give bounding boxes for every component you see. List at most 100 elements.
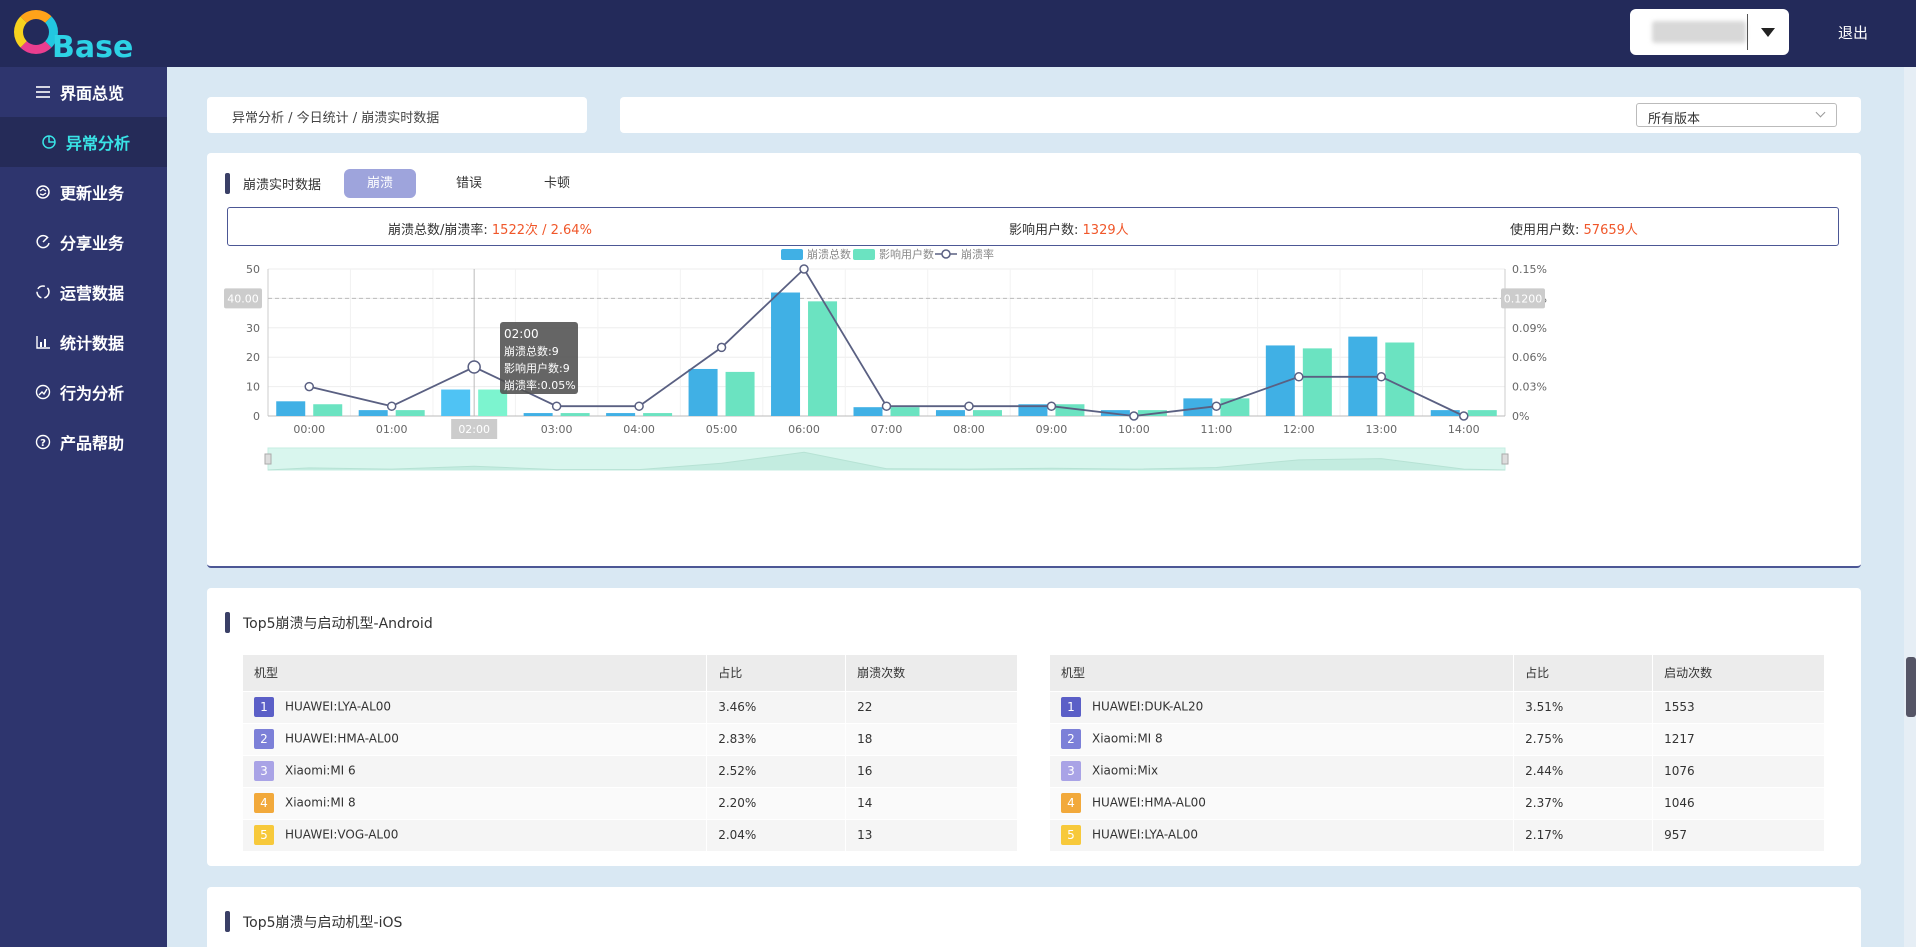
crash-chart[interactable]: 崩溃总数影响用户数崩溃率00%100.03%200.06%300.09%400.…: [207, 248, 1861, 578]
model-name: HUAWEI:HMA-AL00: [1092, 795, 1206, 810]
sidebar: 界面总览 异常分析 更新业务 分享业务 运营数据 统计数据 行为分析 ? 产品帮…: [0, 67, 167, 947]
tooltip-line: 崩溃率:0.05%: [504, 378, 576, 392]
count-cell: 1217: [1652, 722, 1825, 755]
rank-badge: 1: [1061, 697, 1081, 717]
model-cell: 1 HUAWEI:DUK-AL20: [1050, 690, 1515, 723]
table-header-model: 机型: [1050, 655, 1515, 691]
crash-rate-point: [1459, 411, 1469, 421]
count-cell: 22: [845, 690, 1018, 723]
table-header-crash-count: 崩溃次数: [845, 655, 1018, 691]
bar-chart-icon: [34, 334, 52, 350]
scrollbar-thumb[interactable]: [1906, 657, 1916, 717]
section-title: 崩溃实时数据: [243, 178, 322, 193]
crash-rate-point: [551, 401, 562, 411]
logo[interactable]: Base: [10, 6, 133, 65]
summary-users: 使用用户数: 57659人: [1510, 219, 1638, 238]
sidebar-item-overview[interactable]: 界面总览: [0, 67, 167, 117]
y-right-tick: 0%: [1512, 410, 1529, 423]
crash-rate-point: [386, 401, 397, 411]
y-left-tick: 50: [246, 263, 260, 276]
crash-rate-point: [799, 264, 809, 274]
crash-rate-point: [634, 401, 644, 411]
count-cell: 957: [1652, 818, 1825, 851]
table-row: 4 Xiaomi:MI 8 2.20% 14: [243, 786, 1018, 819]
summary-bar: 崩溃总数/崩溃率: 1522次 / 2.64% 影响用户数: 1329人 使用用…: [227, 207, 1839, 246]
sidebar-item-anomaly[interactable]: 异常分析: [0, 117, 167, 167]
sidebar-item-share[interactable]: 分享业务: [0, 217, 167, 267]
cycle-icon: [34, 284, 52, 300]
rank-badge: 2: [254, 729, 274, 749]
android-section-title: Top5崩溃与启动机型-Android: [243, 616, 433, 632]
count-cell: 1076: [1652, 754, 1825, 787]
x-tick: 03:00: [541, 423, 573, 436]
ratio-cell: 2.52%: [706, 754, 847, 787]
sidebar-item-update[interactable]: 更新业务: [0, 167, 167, 217]
pointer-label-left: 40.00: [227, 292, 259, 305]
bar-crash-total: [771, 292, 801, 416]
sidebar-item-behavior[interactable]: 行为分析: [0, 367, 167, 417]
logout-button[interactable]: 退出: [1838, 24, 1869, 42]
bar-affected-users: [1055, 404, 1085, 416]
refresh-icon: [34, 184, 52, 200]
rank-badge: 2: [1061, 729, 1081, 749]
crash-rate-point: [304, 381, 314, 392]
android-crash-table: 机型 占比 崩溃次数 1 HUAWEI:LYA-AL00 3.46% 22 2 HUAWE…: [243, 655, 1018, 851]
bar-affected-users: [395, 410, 425, 416]
sidebar-item-operations[interactable]: 运营数据: [0, 267, 167, 317]
model-cell: 4 Xiaomi:MI 8: [243, 786, 708, 819]
bar-affected-users: [478, 389, 508, 416]
sidebar-item-help[interactable]: ? 产品帮助: [0, 417, 167, 467]
bar-crash-total: [358, 410, 388, 416]
x-tick: 06:00: [788, 423, 820, 436]
table-row: 2 HUAWEI:HMA-AL00 2.83% 18: [243, 722, 1018, 755]
version-select[interactable]: 所有版本: [1636, 103, 1837, 127]
summary-affected-value: 1329人: [1082, 223, 1129, 238]
bar-crash-total: [1183, 398, 1213, 416]
count-cell: 14: [845, 786, 1018, 819]
table-row: 2 Xiaomi:MI 8 2.75% 1217: [1050, 722, 1825, 755]
realtime-crash-card: 崩溃实时数据 崩溃 错误 卡顿 崩溃总数/崩溃率: 1522次 / 2.64% …: [207, 153, 1861, 568]
tab-lag[interactable]: 卡顿: [543, 176, 570, 191]
sidebar-item-label: 行为分析: [60, 384, 125, 403]
sidebar-item-label: 异常分析: [66, 134, 131, 153]
page-scrollbar[interactable]: [1904, 67, 1916, 947]
tooltip-line: 崩溃总数:9: [504, 344, 559, 358]
y-left-tick: 0: [253, 410, 260, 423]
crash-rate-point: [1294, 372, 1304, 382]
tab-error[interactable]: 错误: [455, 176, 482, 191]
user-select[interactable]: [1630, 9, 1789, 55]
x-tick: 05:00: [706, 423, 738, 436]
x-tick: 10:00: [1118, 423, 1150, 436]
svg-text:?: ?: [40, 438, 46, 449]
rank-badge: 4: [254, 793, 274, 813]
sidebar-item-statistics[interactable]: 统计数据: [0, 317, 167, 367]
bar-affected-users: [1220, 398, 1250, 416]
count-cell: 18: [845, 722, 1018, 755]
model-name: HUAWEI:LYA-AL00: [285, 699, 392, 714]
model-cell: 3 Xiaomi:MI 6: [243, 754, 708, 787]
model-name: HUAWEI:VOG-AL00: [285, 827, 399, 842]
ratio-cell: 2.04%: [706, 818, 847, 851]
y-right-tick: 0.03%: [1512, 381, 1547, 394]
crash-rate-point: [964, 401, 974, 411]
bar-affected-users: [560, 413, 590, 416]
summary-affected: 影响用户数: 1329人: [1009, 219, 1129, 238]
username-blurred: [1652, 21, 1746, 43]
zoom-handle-left[interactable]: [264, 453, 272, 465]
ratio-cell: 2.83%: [706, 722, 847, 755]
zoom-handle-right[interactable]: [1501, 453, 1509, 465]
model-name: Xiaomi:Mix: [1092, 763, 1159, 778]
tooltip-box: [500, 322, 578, 394]
rank-badge: 5: [1061, 825, 1081, 846]
android-top5-card: Top5崩溃与启动机型-Android 机型 占比 崩溃次数 1 HUAWEI:L…: [207, 588, 1861, 866]
model-name: Xiaomi:MI 8: [285, 795, 356, 810]
table-header-ratio: 占比: [1513, 655, 1654, 691]
ratio-cell: 2.17%: [1513, 818, 1654, 851]
ratio-cell: 2.37%: [1513, 786, 1654, 819]
tab-crash[interactable]: 崩溃: [344, 169, 416, 198]
sidebar-item-label: 界面总览: [60, 84, 125, 103]
bar-affected-users: [643, 413, 673, 416]
tooltip-time: 02:00: [504, 327, 539, 341]
caret-down-icon[interactable]: [1761, 28, 1775, 37]
model-cell: 3 Xiaomi:Mix: [1050, 754, 1515, 787]
